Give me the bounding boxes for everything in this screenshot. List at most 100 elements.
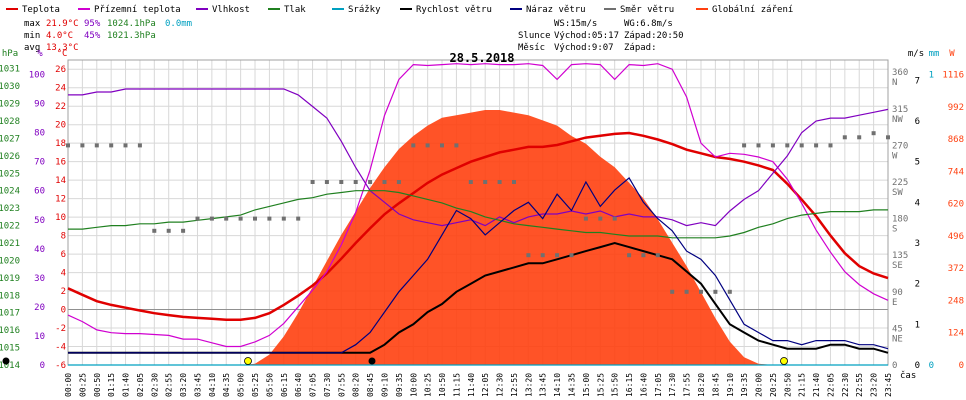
wind-speed-tick: 4 [915,198,920,208]
legend-label: Přízemní teplota [94,5,181,15]
temperature-tick: 22 [55,102,66,112]
pressure-tick: 1027 [0,134,20,144]
x-tick-label: 16:15 [625,373,634,397]
x-tick-label: 12:55 [510,373,519,397]
max-hum: 95% [84,19,101,29]
radiation-tick: 1116 [942,71,964,81]
x-tick-label: 12:30 [496,373,505,397]
pressure-tick: 1019 [0,274,20,284]
wind-dir-point [526,253,531,258]
pressure-tick: 1016 [0,326,20,336]
wind-dir-compass: SW [892,188,903,198]
moonset: Západ: [624,43,657,53]
wind-dir-point [468,180,473,184]
x-tick-label: 10:00 [409,373,418,397]
temperature-tick: 2 [61,287,66,297]
wind-dir-tick: 0 [892,361,897,371]
wind-dir-point [842,135,847,140]
pressure-tick: 1015 [0,344,20,354]
x-tick-label: 13:45 [539,373,548,397]
wind-dir-point [785,143,790,148]
wind-dir-point [411,143,416,148]
wind-dir-tick: 270 [892,141,908,151]
radiation-tick: 372 [948,264,964,274]
moonrise-marker [368,357,376,365]
x-tick-label: 20:00 [755,373,764,397]
temperature-tick: 18 [55,139,66,149]
x-tick-label: 07:55 [337,373,346,397]
x-tick-label: 23:20 [870,373,879,397]
temperature-tick: 12 [55,195,66,205]
x-tick-label: 11:15 [452,373,461,397]
x-axis-label: čas [900,370,916,381]
x-tick-label: 00:50 [93,373,102,397]
wind-dir-point [281,216,286,221]
wind-dir-compass: NW [892,115,903,125]
rain-tick: 1 [929,71,934,81]
radiation-tick: 496 [948,232,964,242]
x-tick-label: 05:50 [265,373,274,397]
wind-speed-tick: 6 [915,117,920,127]
x-tick-label: 19:10 [726,373,735,397]
temperature-tick: -4 [55,343,66,353]
radiation-tick: 620 [948,200,964,210]
wind-dir-tick: 225 [892,178,908,188]
wind-dir-point [612,216,617,221]
wind-dir-point [296,216,301,221]
temperature-tick: 20 [55,121,66,131]
wind-dir-point [742,143,747,148]
legend-label: Náraz větru [526,5,586,15]
series-line [68,88,889,227]
pressure-tick: 1029 [0,100,20,110]
wind-dir-compass: SE [892,261,903,271]
avg-temp: 13.3°C [46,43,79,53]
wind-dir-point [583,216,588,221]
rain-unit: mm [929,49,940,59]
wind-dir-point [670,289,675,294]
temperature-tick: 4 [61,269,66,279]
wind-dir-point [310,180,315,184]
radiation-tick: 992 [948,103,964,113]
wg-value: WG:6.8m/s [624,19,673,29]
wind-dir-point [80,143,85,148]
pressure-tick: 1017 [0,309,20,319]
wind-dir-point [483,180,488,184]
rain-total: 0.0mm [165,19,192,29]
humidity-tick: 80 [34,129,45,139]
humidity-tick: 60 [34,187,45,197]
wind-dir-point [555,253,560,258]
wind-dir-point [814,143,819,148]
pressure-tick: 1026 [0,152,20,162]
wind-dir-point [368,180,373,184]
x-tick-label: 10:50 [438,373,447,397]
wind-dir-point [454,143,459,148]
wind-dir-point [123,143,128,148]
wind-dir-point [195,216,200,221]
pressure-tick: 1021 [0,239,20,249]
wind-dir-tick: 180 [892,215,908,225]
pressure-tick: 1031 [0,65,20,75]
sunset: Západ:20:50 [624,31,684,41]
pressure-tick: 1020 [0,256,20,266]
humidity-tick: 10 [34,332,45,342]
sun-label: Slunce [518,31,551,41]
wind-speed-tick: 0 [915,361,920,371]
series-lines [66,63,890,366]
pressure-tick: 1014 [0,361,20,371]
wind-dir-point [655,253,660,258]
temperature-tick: 24 [55,84,66,94]
rain-tick: 0 [929,361,934,371]
moon-label: Měsíc [518,43,545,53]
wind-speed-tick: 1 [915,320,920,330]
temperature-unit: °C [57,49,68,59]
wind-dir-point [353,180,358,184]
x-tick-label: 17:05 [654,373,663,397]
x-tick-label: 10:25 [424,373,433,397]
wind-dir-point [209,216,214,221]
x-tick-label: 08:20 [352,373,361,397]
wind-dir-point [857,135,862,140]
series-line [68,176,889,354]
wind-speed-tick: 7 [915,76,920,86]
max-label: max [24,19,41,29]
axes: hPa% °C m/s mm W1014101510161017101810191020… [0,49,964,397]
